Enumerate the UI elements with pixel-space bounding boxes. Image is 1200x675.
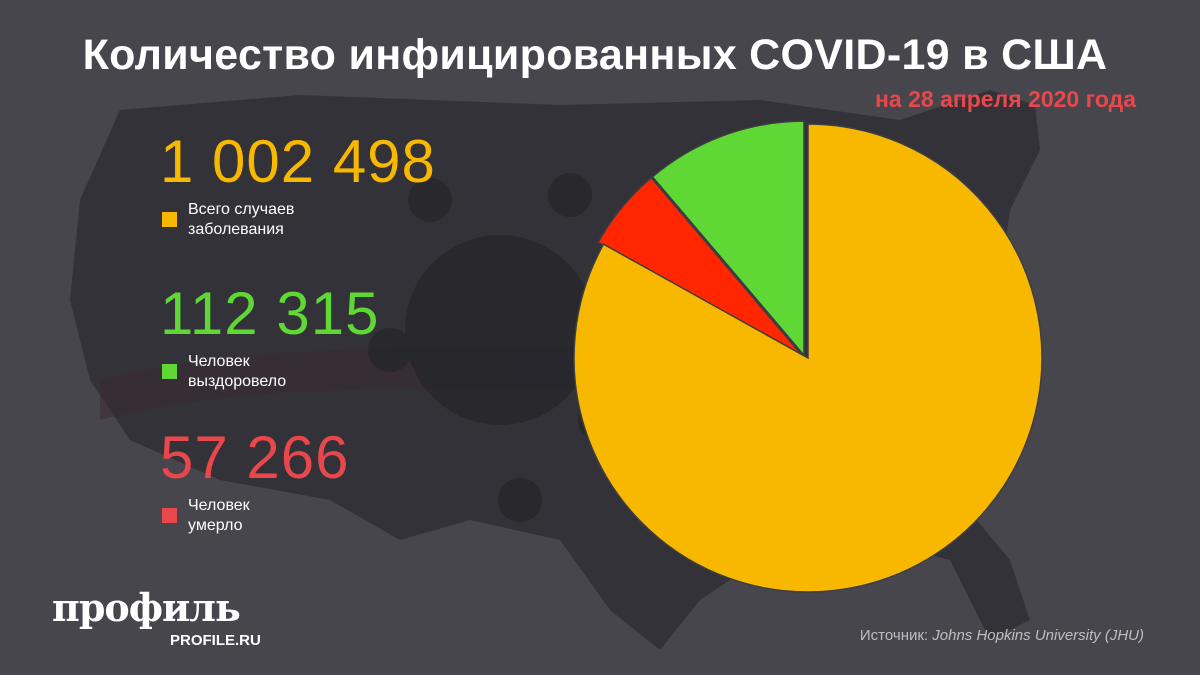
- page-title: Количество инфицированных COVID-19 в США: [82, 31, 1108, 79]
- source-prefix: Источник:: [859, 627, 929, 644]
- pie-slice-recovered: [651, 120, 805, 358]
- stat-recovered: 112 315 Человек выздоровело: [160, 284, 379, 392]
- recovered-value: 112 315: [160, 280, 380, 347]
- legend-square-green: [162, 364, 177, 379]
- stat-deaths: 57 266 Человек умерло: [160, 428, 350, 536]
- pie-slice-deaths: [597, 176, 804, 357]
- stat-total-cases: 1 002 498 Всего случаев заболевания: [160, 132, 436, 240]
- source-note: Источник: Johns Hopkins University (JHU): [860, 627, 1144, 644]
- profile-logo: профиль: [52, 585, 241, 630]
- date-subtitle: на 28 апреля 2020 года: [875, 86, 1136, 112]
- source-name: Johns Hopkins University (JHU): [932, 627, 1144, 644]
- deaths-label-2: умерло: [188, 517, 243, 534]
- profile-site: PROFILE.RU: [170, 632, 261, 649]
- total-cases-label-1: Всего случаев: [188, 201, 295, 218]
- recovered-label-2: выздоровело: [188, 373, 287, 390]
- recovered-label-1: Человек: [188, 353, 250, 370]
- total-cases-label-2: заболевания: [188, 221, 284, 238]
- legend-square-yellow: [162, 212, 177, 227]
- deaths-value: 57 266: [160, 424, 350, 491]
- deaths-label-1: Человек: [188, 497, 250, 514]
- legend-square-red: [162, 508, 177, 523]
- pie-slice-active: [573, 123, 1043, 593]
- total-cases-value: 1 002 498: [160, 128, 436, 195]
